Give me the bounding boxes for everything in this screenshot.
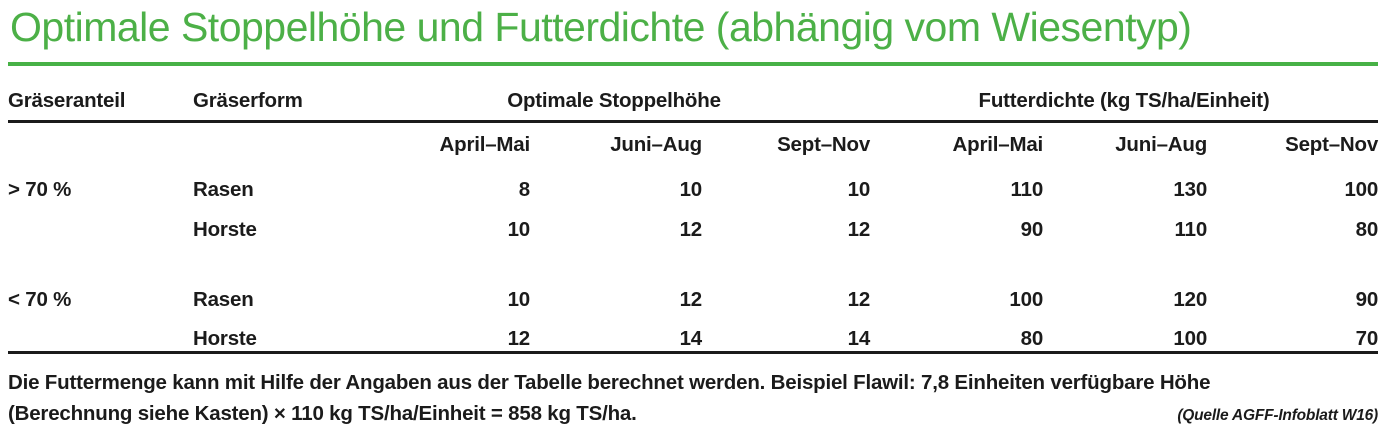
cell-value: 12 [507, 326, 531, 350]
cell-graeseranteil: < 70 % [8, 288, 72, 311]
cell-graeserform: Rasen [193, 178, 254, 201]
cell-value: 14 [847, 326, 871, 350]
footnote-line1: Die Futtermenge kann mit Hilfe der Angab… [8, 370, 1211, 394]
period-header-empty [8, 121, 193, 162]
cell-value: 80 [1355, 218, 1379, 241]
group-spacer-row [8, 242, 1378, 272]
cell-value: 100 [1173, 326, 1208, 350]
table-row: Horste 10 12 12 90 110 80 [8, 202, 1378, 242]
cell-value: 110 [1174, 218, 1208, 241]
cell-graeseranteil: > 70 % [8, 178, 72, 201]
period-header-row: April–Mai Juni–Aug Sept–Nov April–Mai Ju… [8, 121, 1379, 162]
cell-value: 70 [1355, 326, 1379, 350]
cell-value: 90 [1355, 288, 1379, 311]
cell-value: 130 [1173, 178, 1208, 201]
table-header-row: Gräseranteil Gräserform Optimale Stoppel… [8, 66, 1379, 121]
source-credit: (Quelle AGFF-Infoblatt W16) [1177, 406, 1378, 424]
cell-value: 100 [1344, 178, 1379, 201]
cell-value: 100 [1009, 288, 1044, 311]
cell-value: 80 [1020, 326, 1044, 350]
cell-value: 12 [679, 218, 703, 241]
footnote-line2-text: (Berechnung siehe Kasten) × 110 kg TS/ha… [8, 401, 637, 425]
cell-value: 8 [518, 178, 530, 201]
period-header-empty [193, 121, 358, 162]
cell-value: 10 [679, 178, 703, 201]
cell-graeserform: Horste [193, 326, 257, 350]
cell-value: 10 [507, 288, 531, 311]
header-group-futterdichte: Futterdichte (kg TS/ha/Einheit) [978, 88, 1270, 112]
cell-value: 12 [847, 218, 871, 241]
document-page: Optimale Stoppelhöhe und Futterdichte (a… [0, 4, 1400, 442]
header-graeseranteil: Gräseranteil [8, 88, 126, 112]
table-row: > 70 % Rasen 8 10 10 110 130 100 [8, 162, 1378, 202]
period-header: April–Mai [439, 133, 531, 156]
cell-value: 10 [507, 218, 531, 241]
cell-graeseranteil [8, 312, 193, 352]
table-row: < 70 % Rasen 10 12 12 100 120 90 [8, 272, 1378, 312]
page-title: Optimale Stoppelhöhe und Futterdichte (a… [10, 4, 1192, 50]
spacer-cell [8, 242, 1378, 272]
stoppelhoehe-futterdichte-table: Gräseranteil Gräserform Optimale Stoppel… [8, 66, 1378, 354]
cell-graeserform: Rasen [193, 288, 254, 311]
period-header: Sept–Nov [1285, 133, 1379, 156]
cell-value: 110 [1010, 178, 1044, 201]
cell-value: 10 [847, 178, 871, 201]
period-header: April–Mai [952, 133, 1044, 156]
cell-value: 120 [1173, 288, 1208, 311]
cell-graeseranteil [8, 202, 193, 242]
cell-graeserform: Horste [193, 218, 257, 241]
title-divider [8, 62, 1378, 66]
period-header: Juni–Aug [1115, 133, 1208, 156]
footnote-line2: (Berechnung siehe Kasten) × 110 kg TS/ha… [8, 398, 1378, 431]
table-row: Horste 12 14 14 80 100 70 [8, 312, 1378, 352]
cell-value: 90 [1020, 218, 1044, 241]
cell-value: 14 [679, 326, 703, 350]
period-header: Juni–Aug [610, 133, 702, 156]
header-group-stoppelhoehe: Optimale Stoppelhöhe [507, 88, 721, 112]
period-header: Sept–Nov [777, 133, 871, 156]
cell-value: 12 [679, 288, 703, 311]
footnote: Die Futtermenge kann mit Hilfe der Angab… [8, 367, 1378, 431]
header-graeserform: Gräserform [193, 88, 303, 112]
cell-value: 12 [847, 288, 871, 311]
